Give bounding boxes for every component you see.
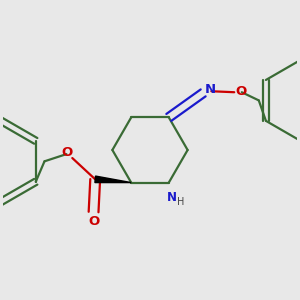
Text: O: O — [236, 85, 247, 98]
Text: O: O — [88, 215, 99, 228]
Text: N: N — [167, 191, 177, 204]
Polygon shape — [95, 176, 131, 183]
Text: O: O — [62, 146, 73, 159]
Text: N: N — [205, 83, 216, 96]
Text: H: H — [177, 197, 184, 207]
